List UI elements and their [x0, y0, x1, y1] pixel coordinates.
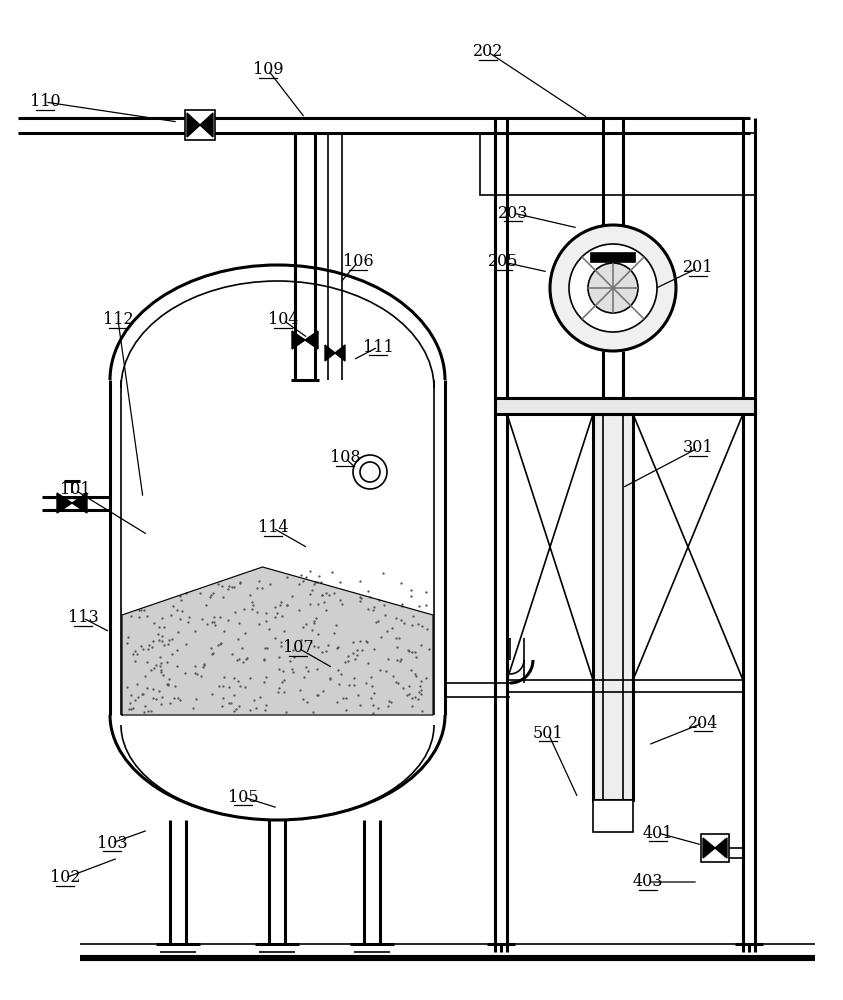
Text: 113: 113 — [67, 609, 99, 626]
Circle shape — [353, 455, 387, 489]
Text: 205: 205 — [488, 253, 518, 270]
Text: 106: 106 — [343, 253, 373, 270]
Text: 108: 108 — [330, 450, 360, 466]
Text: 103: 103 — [97, 834, 127, 852]
Text: 301: 301 — [683, 440, 713, 456]
Text: 109: 109 — [253, 62, 283, 79]
Text: 102: 102 — [50, 869, 80, 886]
Polygon shape — [57, 493, 72, 513]
Bar — [495, 398, 755, 414]
Text: 114: 114 — [258, 520, 288, 536]
Bar — [480, 133, 755, 195]
Text: 201: 201 — [683, 259, 713, 276]
Polygon shape — [187, 113, 200, 137]
Circle shape — [569, 244, 657, 332]
Circle shape — [588, 263, 638, 313]
Polygon shape — [122, 567, 433, 715]
Text: 112: 112 — [103, 312, 133, 328]
Circle shape — [550, 225, 676, 351]
Polygon shape — [292, 331, 305, 349]
Polygon shape — [703, 838, 715, 858]
Text: 107: 107 — [282, 640, 314, 656]
Text: 403: 403 — [633, 874, 663, 890]
Polygon shape — [325, 345, 335, 361]
Text: 202: 202 — [473, 43, 503, 60]
Text: 101: 101 — [60, 482, 90, 498]
Bar — [701, 834, 729, 862]
Text: 203: 203 — [497, 205, 529, 222]
Polygon shape — [335, 345, 345, 361]
Polygon shape — [715, 838, 727, 858]
Bar — [593, 800, 633, 832]
Text: 104: 104 — [268, 312, 298, 328]
Text: 105: 105 — [228, 788, 258, 806]
Text: 110: 110 — [30, 94, 61, 110]
Bar — [185, 110, 215, 140]
Bar — [593, 414, 633, 800]
Polygon shape — [200, 113, 213, 137]
Polygon shape — [305, 331, 318, 349]
Polygon shape — [72, 493, 87, 513]
Text: 401: 401 — [642, 824, 674, 842]
Text: 111: 111 — [362, 338, 394, 356]
Bar — [591, 253, 635, 262]
Text: 501: 501 — [533, 724, 563, 742]
Text: 204: 204 — [688, 714, 718, 732]
